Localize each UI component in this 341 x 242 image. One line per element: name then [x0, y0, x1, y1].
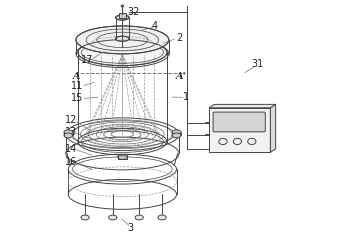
- Text: 1: 1: [183, 92, 189, 102]
- Ellipse shape: [109, 215, 117, 220]
- Text: 3: 3: [128, 223, 134, 233]
- Ellipse shape: [116, 36, 129, 41]
- Ellipse shape: [172, 130, 181, 135]
- Ellipse shape: [81, 215, 89, 220]
- Ellipse shape: [116, 15, 129, 20]
- Ellipse shape: [76, 26, 169, 54]
- Ellipse shape: [121, 5, 123, 7]
- Ellipse shape: [64, 130, 73, 135]
- Text: 31: 31: [251, 60, 263, 69]
- Text: 12: 12: [64, 115, 77, 125]
- Text: 16: 16: [64, 157, 77, 167]
- Bar: [119, 13, 126, 18]
- FancyBboxPatch shape: [213, 112, 265, 132]
- Text: A: A: [72, 72, 80, 81]
- Text: 2: 2: [176, 33, 182, 43]
- Polygon shape: [270, 104, 276, 152]
- Polygon shape: [209, 104, 276, 108]
- Text: 11: 11: [71, 81, 83, 91]
- Text: 14: 14: [64, 144, 77, 154]
- Ellipse shape: [78, 39, 167, 66]
- Text: 13: 13: [64, 127, 77, 137]
- Ellipse shape: [135, 215, 143, 220]
- Text: 17: 17: [81, 55, 94, 65]
- Ellipse shape: [64, 133, 73, 138]
- Text: A': A': [176, 72, 187, 81]
- Ellipse shape: [172, 133, 181, 138]
- Text: 15: 15: [71, 93, 83, 103]
- Text: 4: 4: [152, 21, 158, 31]
- Text: 32: 32: [127, 7, 139, 16]
- Ellipse shape: [158, 215, 166, 220]
- Bar: [209, 108, 270, 152]
